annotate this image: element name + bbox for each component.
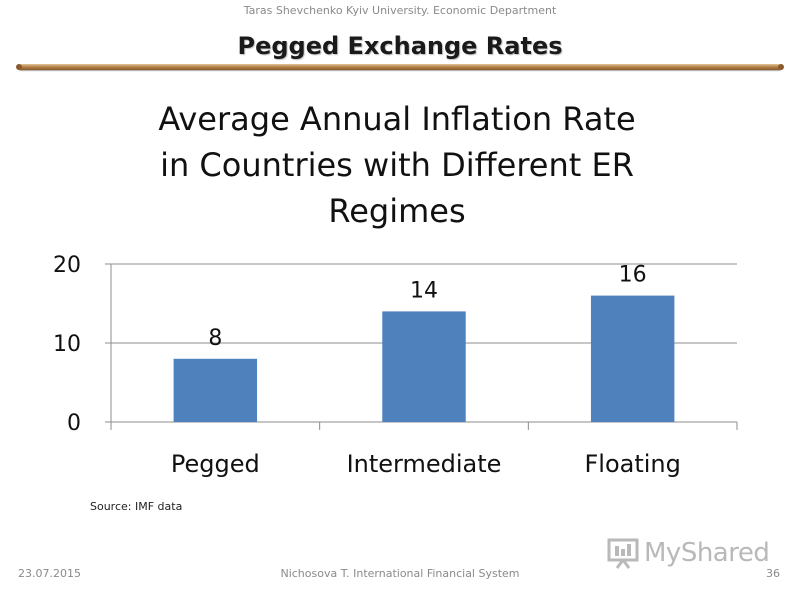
chart-labels: 8 14 16 — [208, 263, 646, 351]
presentation-board-icon — [607, 538, 639, 569]
chart-title-line: Average Annual Inflation Rate — [158, 100, 635, 138]
data-label: 16 — [619, 263, 647, 288]
data-label: 14 — [410, 278, 438, 303]
y-tick-label: 0 — [67, 411, 81, 436]
page-number: 36 — [766, 567, 780, 580]
chart-title: Average Annual Inflation Rate in Countrie… — [158, 100, 635, 230]
chart-bars — [173, 295, 675, 422]
data-label: 8 — [208, 326, 222, 351]
bar-pegged — [173, 358, 258, 422]
chart-title-line: Regimes — [328, 192, 465, 230]
y-tick-label: 20 — [53, 253, 81, 278]
inflation-bar-chart: Average Annual Inflation Rate in Countrie… — [53, 100, 738, 478]
footer-date: 23.07.2015 — [18, 567, 81, 580]
logo-text: MyShared — [644, 538, 770, 568]
chart-axes: 0 10 20 Pegged Intermediate Floating — [53, 253, 738, 478]
footer-author: Nichosova T. International Financial Sys… — [280, 567, 520, 580]
x-category-label: Intermediate — [347, 450, 502, 478]
y-tick-label: 10 — [53, 332, 81, 357]
slide-title: Pegged Exchange Rates — [237, 32, 563, 60]
bar-floating — [590, 295, 675, 422]
x-category-label: Floating — [584, 450, 680, 478]
title-divider — [16, 64, 784, 70]
institution-header: Taras Shevchenko Kyiv University. Econom… — [243, 4, 557, 17]
chart-title-line: in Countries with Different ER — [160, 146, 634, 184]
myshared-logo: MyShared — [606, 536, 770, 570]
source-note: Source: IMF data — [90, 500, 183, 513]
x-category-label: Pegged — [171, 450, 260, 478]
bar-intermediate — [382, 311, 466, 422]
